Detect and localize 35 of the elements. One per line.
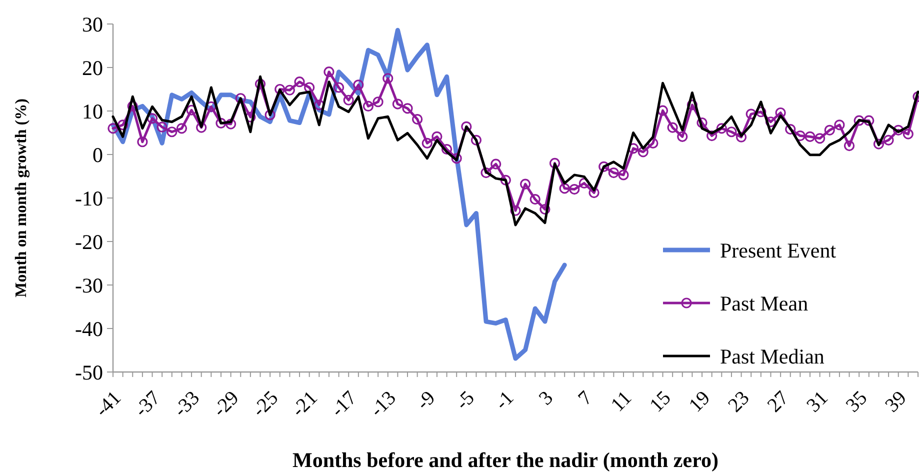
x-tick-label: 3 <box>534 386 558 410</box>
legend-label: Present Event <box>720 238 836 262</box>
x-tick-label: -13 <box>366 386 400 422</box>
x-tick-label: -17 <box>326 386 362 422</box>
x-tick-label: 27 <box>763 386 794 417</box>
x-tick-label: -41 <box>91 386 126 422</box>
x-tick-label: 35 <box>842 386 872 417</box>
y-tick-label: -40 <box>75 316 103 341</box>
legend-label: Past Mean <box>720 291 809 316</box>
x-tick-label: -33 <box>170 386 204 422</box>
x-tick-label: 19 <box>684 386 715 417</box>
x-tick-label: 39 <box>881 386 911 417</box>
x-tick-label: 31 <box>802 386 832 417</box>
x-tick-label: -25 <box>248 386 283 422</box>
x-tick-label: -5 <box>452 386 479 414</box>
x-tick-label: -9 <box>412 386 440 414</box>
x-tick-label: -37 <box>130 386 165 422</box>
y-tick-label: -20 <box>75 230 103 254</box>
x-axis-title: Months before and after the nadir (month zero) <box>292 448 719 472</box>
y-tick-label: -50 <box>75 360 103 384</box>
y-tick-label: 0 <box>92 142 103 167</box>
y-tick-label: 30 <box>82 12 103 36</box>
y-axis-title: Month on month growth (%) <box>13 98 30 298</box>
x-tick-label: -1 <box>490 386 518 414</box>
y-tick-label: 10 <box>82 99 103 124</box>
legend-label: Past Median <box>720 344 825 368</box>
y-tick-label: -10 <box>75 186 103 210</box>
y-tick-label: 20 <box>82 56 103 80</box>
x-tick-label: 7 <box>574 386 597 410</box>
x-tick-label: -29 <box>208 386 244 422</box>
x-tick-label: -21 <box>287 386 322 422</box>
y-tick-label: -30 <box>75 273 103 298</box>
x-tick-label: 11 <box>606 386 636 416</box>
x-tick-label: 23 <box>724 386 754 417</box>
x-tick-label: 15 <box>646 386 676 417</box>
